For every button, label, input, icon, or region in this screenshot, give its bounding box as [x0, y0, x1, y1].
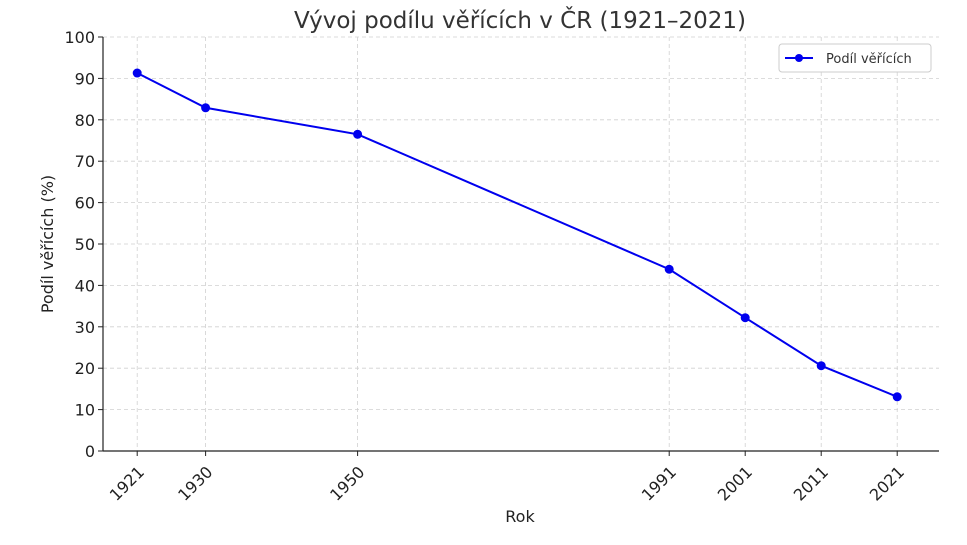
x-tick-label: 2001 — [714, 462, 756, 504]
x-tick-label: 2021 — [866, 462, 908, 504]
y-tick-label: 10 — [75, 401, 95, 420]
series-group — [132, 68, 902, 402]
x-axis-label: Rok — [505, 507, 535, 526]
chart-title: Vývoj podílu věřících v ČR (1921–2021) — [294, 6, 746, 34]
legend: Podíl věřících — [778, 43, 932, 73]
data-point — [201, 103, 211, 113]
x-tick-label: 1991 — [638, 462, 680, 504]
x-tick-label: 2011 — [790, 462, 832, 504]
data-point — [892, 392, 902, 402]
x-tick-label: 1921 — [106, 462, 148, 504]
y-tick-label: 60 — [75, 194, 95, 213]
y-tick-label: 0 — [85, 442, 95, 461]
x-tick-label: 1950 — [326, 462, 368, 504]
y-tick-label: 80 — [75, 111, 95, 130]
data-point — [816, 361, 826, 371]
data-point — [353, 129, 363, 139]
grid-lines — [103, 36, 939, 452]
y-tick-label: 90 — [75, 69, 95, 88]
y-tick-label: 50 — [75, 235, 95, 254]
y-axis-ticks: 0 10 20 30 40 50 60 70 80 90 100 — [64, 28, 103, 461]
y-tick-label: 70 — [75, 152, 95, 171]
data-point — [740, 313, 750, 323]
y-tick-label: 30 — [75, 318, 95, 337]
y-tick-label: 100 — [64, 28, 95, 47]
data-point — [132, 68, 142, 78]
legend-marker-swatch — [795, 54, 803, 62]
y-tick-label: 40 — [75, 276, 95, 295]
x-axis-ticks: 1921 1930 1950 1991 2001 2011 2021 — [106, 451, 908, 505]
legend-box — [778, 43, 932, 73]
legend-label: Podíl věřících — [826, 52, 912, 67]
y-axis-label: Podíl věřících (%) — [38, 175, 57, 313]
series-line — [136, 72, 898, 398]
data-point — [664, 264, 674, 274]
y-tick-label: 20 — [75, 359, 95, 378]
x-tick-label: 1930 — [174, 462, 216, 504]
